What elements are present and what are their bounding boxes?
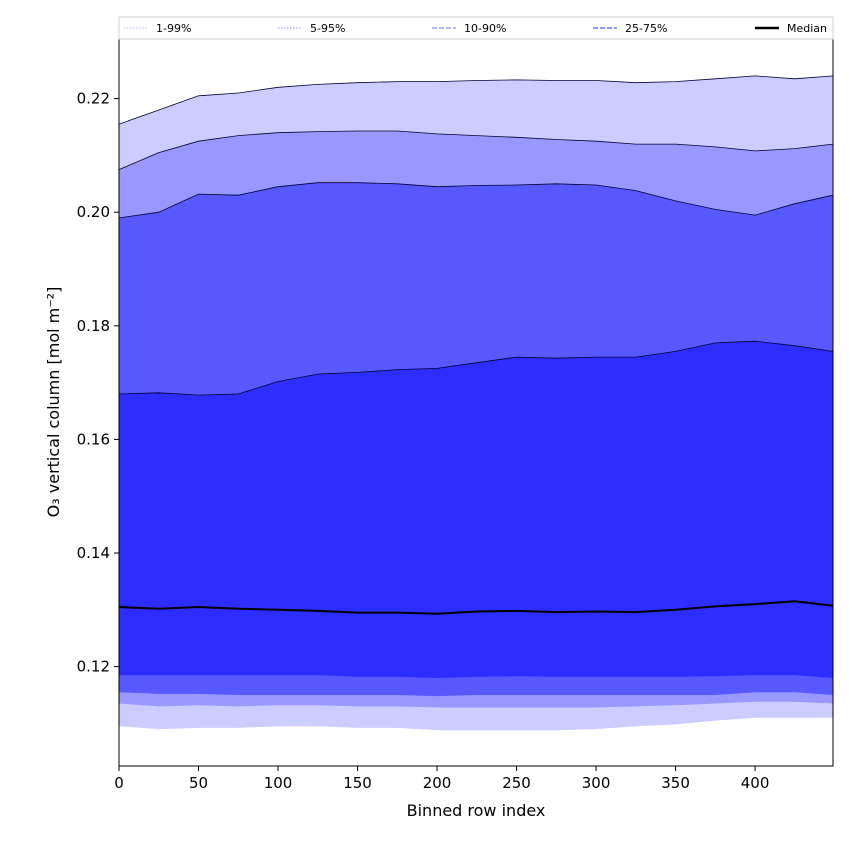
x-tick-label: 200 [423, 774, 452, 792]
x-tick-label: 250 [502, 774, 531, 792]
legend: 1-99% 5-95% 10-90% 25-75% Median [118, 16, 834, 40]
y-tick-label: 0.16 [77, 430, 110, 448]
x-tick-label: 100 [264, 774, 293, 792]
legend-label-median: Median [787, 22, 827, 35]
band-1-99-upper-edge [118, 75, 834, 125]
y-axis: 0.12 0.14 0.16 0.18 0.20 0.22 [77, 90, 119, 676]
x-tick-label: 150 [343, 774, 372, 792]
legend-label-1-99: 1-99% [156, 22, 191, 35]
y-tick-label: 0.14 [77, 544, 110, 562]
legend-label-25-75: 25-75% [625, 22, 667, 35]
x-tick-label: 0 [114, 774, 124, 792]
x-tick-label: 300 [582, 774, 611, 792]
band-10-90-upper-edge [118, 182, 834, 219]
y-tick-label: 0.22 [77, 90, 110, 108]
y-tick-label: 0.20 [77, 203, 110, 221]
y-tick-label: 0.12 [77, 658, 110, 676]
x-tick-label: 350 [661, 774, 690, 792]
x-tick-label: 50 [189, 774, 208, 792]
x-axis-label: Binned row index [407, 801, 546, 820]
median-series [118, 600, 834, 615]
x-axis: 0 50 100 150 200 250 300 350 400 [114, 766, 769, 792]
band-5-95-upper-edge [118, 130, 834, 170]
percentile-bands [118, 75, 834, 731]
y-axis-label: O₃ vertical column [mol m⁻²] [44, 287, 63, 518]
legend-label-5-95: 5-95% [310, 22, 345, 35]
band-25-75 [119, 341, 833, 678]
median-line [118, 600, 834, 615]
band-25-75-upper-edge [118, 340, 834, 396]
x-tick-label: 400 [741, 774, 770, 792]
legend-frame [118, 16, 834, 40]
legend-label-10-90: 10-90% [464, 22, 506, 35]
y-tick-label: 0.18 [77, 317, 110, 335]
